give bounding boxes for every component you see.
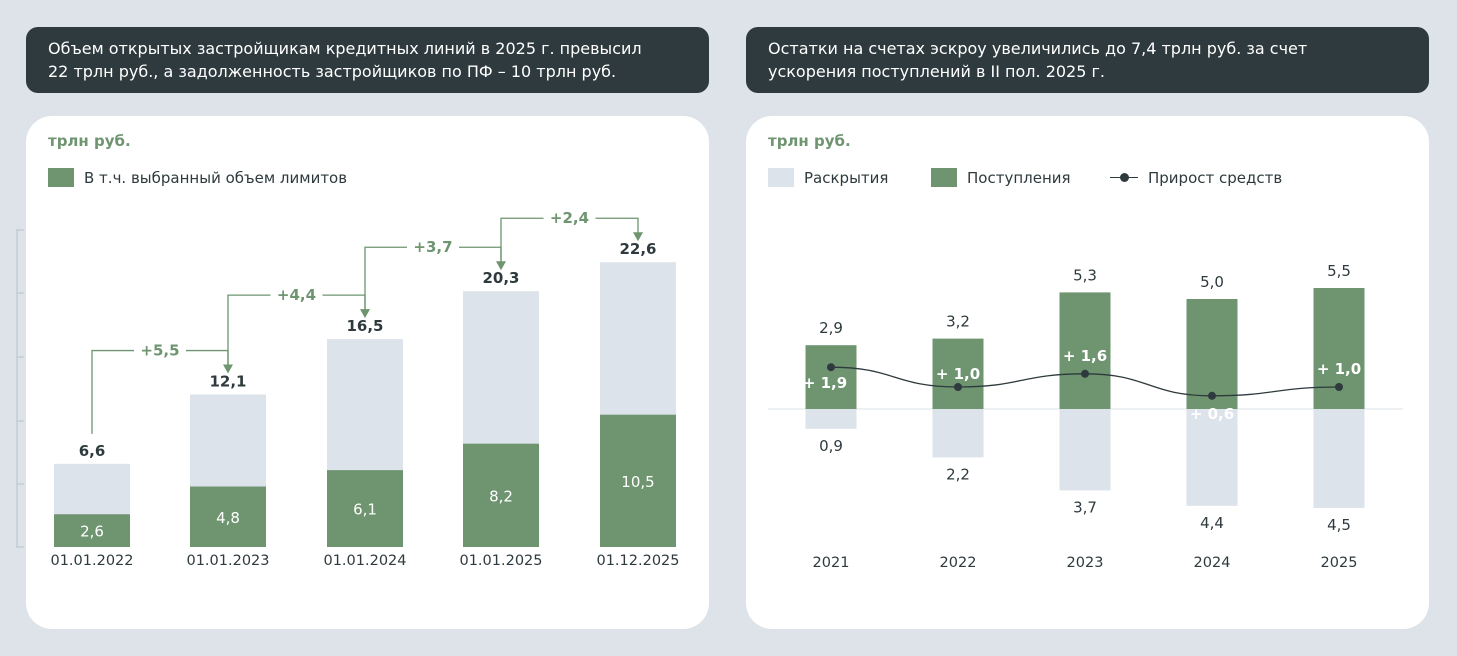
right-header-line1: Остатки на счетах эскроу увеличились до … [768, 39, 1308, 58]
bar-selected-label: 8,2 [489, 487, 513, 505]
growth-point [827, 363, 835, 372]
increment-arrowhead [360, 309, 370, 319]
bar-disclosures [1186, 409, 1238, 506]
increment-arrowhead [496, 261, 506, 271]
left-header: Объем открытых застройщикам кредитных ли… [26, 27, 709, 93]
bar-selected-label: 4,8 [216, 509, 240, 527]
increment-connector [459, 246, 502, 264]
bar-inflows-label: 2,9 [819, 319, 843, 337]
x-tick-label: 2025 [1321, 555, 1358, 571]
right-bar-chart: 2,9 0,9 2021 3,2 2,2 2022 5,3 3,7 2023 5,0 4,4 2024… [768, 262, 1403, 571]
bar-disclosures [805, 409, 857, 429]
legend-item-growth: Прирост средств [1110, 168, 1282, 187]
bar-total-label: 20,3 [482, 269, 519, 287]
growth-label: + 1,9 [803, 374, 847, 392]
increment-arrowhead [223, 364, 233, 374]
growth-point [1208, 391, 1216, 400]
bar-inflows [932, 338, 984, 409]
legend-item-selected: В т.ч. выбранный объем лимитов [48, 168, 347, 187]
bar-total-label: 16,5 [346, 317, 383, 335]
legend-line-marker-icon [1110, 168, 1138, 187]
growth-label: + 0,6 [1190, 405, 1234, 423]
increment-connector [364, 246, 407, 310]
bar-inflows-label: 5,0 [1200, 273, 1224, 291]
right-header-line2: ускорения поступлений в II пол. 2025 г. [768, 62, 1105, 81]
bar-total-label: 12,1 [209, 373, 246, 391]
increment-connector [91, 349, 134, 434]
bar-inflows [805, 345, 857, 409]
growth-point [1081, 369, 1089, 378]
legend-item-disclosures: Раскрытия [768, 168, 888, 187]
bar-disclosures-label: 4,5 [1327, 516, 1351, 534]
bar-inflows-label: 5,3 [1073, 266, 1097, 284]
increment-connector [322, 294, 366, 312]
bar-total-label: 22,6 [619, 240, 656, 258]
increment-label: +2,4 [550, 209, 589, 227]
bar-inflows [1186, 299, 1238, 409]
increment-arrowhead [633, 232, 643, 242]
right-header: Остатки на счетах эскроу увеличились до … [746, 27, 1429, 93]
increment-connector [595, 217, 639, 235]
increment-connector [227, 294, 271, 365]
bar-selected-label: 6,1 [353, 501, 377, 519]
bar-selected [327, 470, 403, 547]
legend-swatch-green-right [931, 168, 957, 187]
x-tick-label: 2023 [1067, 555, 1104, 571]
bar-selected-label: 2,6 [80, 523, 104, 541]
left-edge-ticks [16, 229, 24, 548]
left-header-line1: Объем открытых застройщикам кредитных ли… [48, 39, 642, 58]
bar-selected [600, 414, 676, 547]
increment-label: +5,5 [140, 342, 179, 360]
x-tick-label: 2021 [813, 555, 850, 571]
bar-inflows [1059, 292, 1111, 409]
increment-label: +4,4 [277, 286, 316, 304]
increment-connector [186, 349, 229, 367]
growth-point [1335, 383, 1343, 391]
bar-selected [54, 514, 130, 547]
bar-inflows-label: 5,5 [1327, 262, 1351, 280]
x-tick-label: 01.01.2024 [323, 553, 406, 569]
increment-label: +3,7 [413, 238, 452, 256]
x-tick-label: 2024 [1194, 555, 1231, 571]
legend-swatch-green [48, 168, 74, 187]
growth-label: + 1,0 [1317, 360, 1361, 378]
left-bar-chart: 2,6 6,6 01.01.2022 4,8 12,1 01.01.2023 6,1 16,5… [50, 209, 679, 569]
growth-point [954, 383, 962, 391]
x-tick-label: 01.01.2023 [186, 553, 269, 569]
legend-label-selected: В т.ч. выбранный объем лимитов [84, 168, 348, 187]
bar-inflows-label: 3,2 [946, 313, 970, 331]
x-tick-label: 01.12.2025 [596, 553, 679, 569]
increment-connector [500, 217, 544, 262]
growth-label: + 1,0 [936, 365, 980, 383]
legend-label-growth: Прирост средств [1148, 168, 1283, 187]
right-unit-label: трлн руб. [768, 132, 851, 150]
bar-disclosures-label: 2,2 [946, 465, 970, 483]
bar-disclosures [1313, 409, 1365, 508]
x-tick-label: 2022 [940, 555, 977, 571]
bar-disclosures [1059, 409, 1111, 491]
bar-disclosures-label: 4,4 [1200, 514, 1224, 532]
bar-selected-label: 10,5 [621, 473, 654, 491]
bar-selected [190, 486, 266, 547]
x-tick-label: 01.01.2025 [459, 553, 542, 569]
legend-swatch-light [768, 168, 794, 187]
legend-label-inflows: Поступления [967, 168, 1071, 187]
bar-total-label: 6,6 [79, 442, 106, 460]
bar-disclosures-label: 0,9 [819, 437, 843, 455]
left-unit-label: трлн руб. [48, 132, 131, 150]
legend-label-disclosures: Раскрытия [804, 168, 889, 187]
x-tick-label: 01.01.2022 [50, 553, 133, 569]
growth-label: + 1,6 [1063, 347, 1107, 365]
legend-item-inflows: Поступления [931, 168, 1071, 187]
left-header-line2: 22 трлн руб., а задолженность застройщик… [48, 62, 617, 81]
bar-selected [463, 443, 539, 547]
bar-disclosures-label: 3,7 [1073, 498, 1097, 516]
bar-disclosures [932, 409, 984, 458]
